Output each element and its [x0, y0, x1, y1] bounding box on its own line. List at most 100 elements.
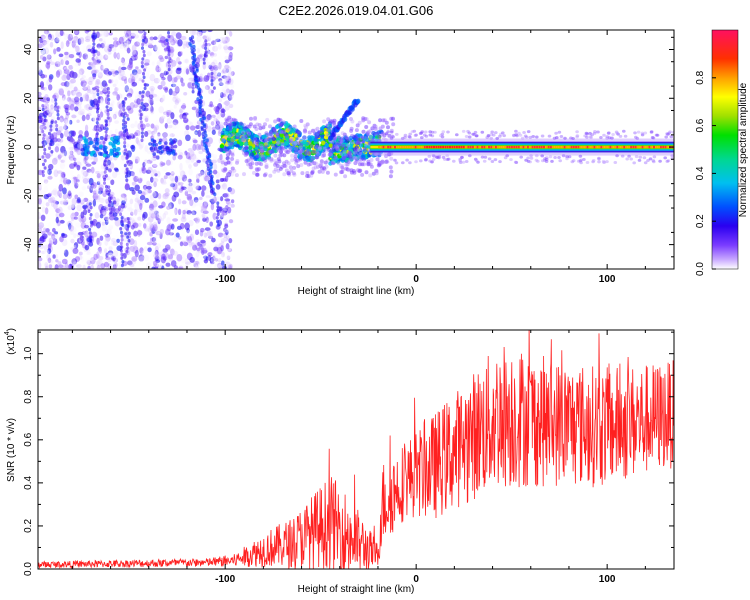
spectral-cell: [544, 158, 549, 161]
spectral-cell: [154, 249, 159, 257]
spectral-cell: [147, 207, 153, 214]
spectral-cell: [534, 158, 539, 162]
spectral-cell: [201, 212, 206, 219]
spectral-cell: [38, 261, 42, 269]
spectral-cell: [152, 177, 159, 183]
spectral-cell: [206, 114, 212, 121]
spectral-cell: [66, 91, 73, 98]
spectral-cell: [219, 36, 225, 44]
spectral-cell: [96, 46, 101, 51]
spectral-cell: [558, 159, 562, 163]
spectral-cell: [91, 231, 98, 238]
spectral-cell: [94, 212, 99, 218]
spectral-cell: [41, 43, 45, 47]
spectral-cell: [99, 144, 103, 149]
spectral-cell: [120, 234, 124, 238]
spectral-cell: [376, 131, 380, 135]
spectral-cell: [106, 228, 112, 236]
spectral-cell: [104, 219, 109, 226]
spectral-cell: [557, 130, 562, 134]
spectral-cell: [468, 154, 472, 158]
spectral-cell: [119, 227, 123, 231]
spectral-cell: [39, 124, 45, 130]
carrier-segment: [591, 145, 594, 149]
spectral-cell: [43, 227, 47, 232]
spectral-cell: [231, 132, 236, 137]
spectral-cell: [56, 138, 62, 142]
spectral-cell: [189, 183, 195, 188]
spectral-cell: [182, 241, 189, 247]
spectral-cell: [193, 181, 200, 190]
spectral-cell: [65, 40, 70, 48]
spectral-cell: [222, 68, 228, 74]
spectral-cell: [221, 47, 227, 52]
carrier-segment: [639, 145, 642, 149]
spectral-cell: [361, 118, 366, 123]
spectral-cell: [200, 208, 205, 214]
spectral-cell: [47, 61, 51, 66]
spectral-cell: [44, 41, 50, 46]
spectral-cell: [310, 144, 314, 149]
spectral-cell: [227, 78, 232, 83]
spectral-cell: [202, 61, 206, 65]
spectral-cell: [234, 173, 239, 178]
spectral-cell: [183, 59, 188, 63]
spectral-cell: [99, 209, 105, 214]
spectral-cell: [217, 257, 222, 263]
spectral-cell: [84, 155, 89, 161]
spectral-cell: [204, 46, 208, 51]
spectral-cell: [183, 92, 188, 96]
spectral-cell: [133, 209, 138, 216]
spectral-cell: [636, 130, 641, 134]
spectral-cell: [248, 165, 253, 170]
spectral-cell: [99, 197, 104, 202]
spectral-cell: [53, 222, 59, 229]
spectral-cell: [44, 47, 49, 55]
spectral-cell: [101, 30, 107, 37]
spectral-cell: [93, 156, 98, 163]
spectral-cell: [167, 53, 171, 57]
spectral-cell: [320, 160, 325, 165]
spectral-cell: [53, 190, 59, 197]
spectral-cell: [142, 211, 148, 219]
spectral-cell: [166, 109, 172, 116]
spectral-cell: [235, 159, 240, 163]
spectral-cell: [117, 205, 122, 212]
spectral-cell: [180, 104, 187, 109]
spectral-cell: [114, 219, 121, 227]
spectral-cell: [148, 203, 155, 211]
spectral-cell: [185, 159, 191, 164]
spectral-cell: [38, 112, 45, 117]
spectral-cell: [158, 138, 163, 143]
spectral-cell: [85, 113, 92, 117]
spectral-cell: [276, 148, 281, 153]
spectral-cell: [58, 264, 64, 269]
spectral-cell: [92, 42, 96, 46]
spectral-cell: [364, 170, 369, 175]
spectral-cell: [164, 244, 171, 251]
carrier-segment: [636, 145, 639, 149]
spectral-cell: [84, 138, 89, 143]
spectral-cell: [269, 158, 274, 163]
spectral-cell: [151, 163, 158, 168]
spectral-cell: [65, 114, 69, 120]
spectral-cell: [66, 80, 71, 88]
spectral-cell: [74, 147, 79, 153]
carrier-segment: [380, 145, 383, 149]
spectral-cell: [585, 161, 590, 164]
spectral-cell: [147, 104, 152, 111]
spectral-cell: [85, 114, 90, 121]
spectral-cell: [212, 70, 217, 75]
spectral-cell: [224, 100, 230, 106]
spectral-cell: [67, 90, 71, 97]
spectral-cell: [43, 151, 47, 156]
spectral-cell: [178, 151, 184, 158]
spectral-cell: [139, 202, 143, 210]
spectral-cell: [152, 68, 158, 75]
spectral-cell: [191, 86, 195, 90]
spectral-cell: [185, 261, 191, 265]
carrier-segment: [643, 145, 646, 149]
spectral-cell: [491, 133, 496, 137]
spectral-cell: [72, 91, 79, 96]
spectral-cell: [187, 189, 193, 195]
